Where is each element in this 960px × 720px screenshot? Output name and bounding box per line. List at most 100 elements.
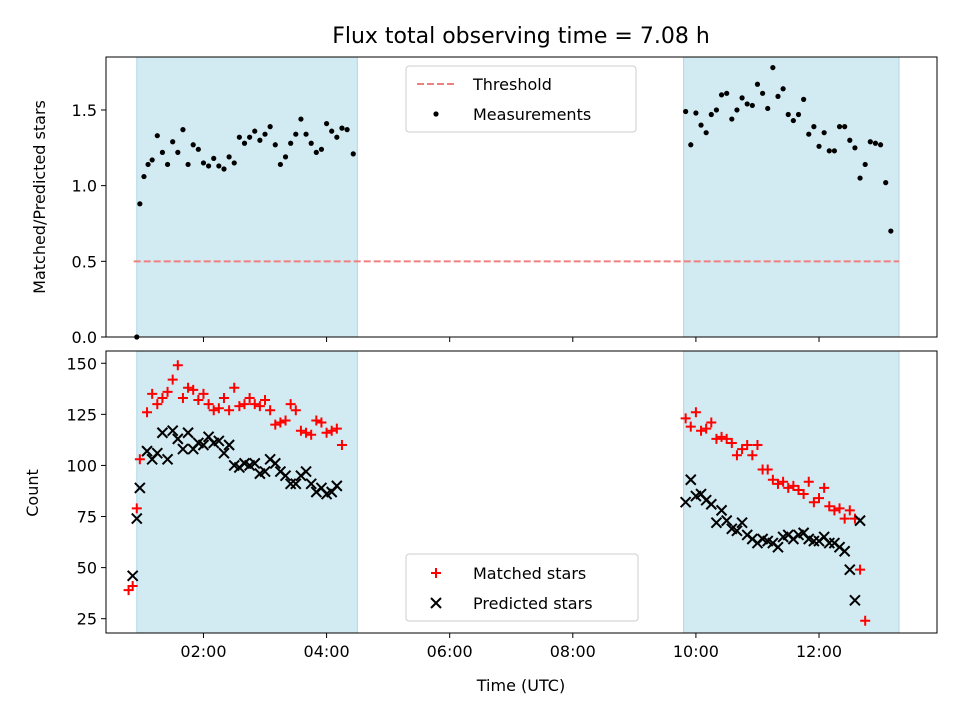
matched-star-point [747,450,758,461]
measurement-point [272,142,278,148]
top-panel: 0.0 0.5 1.0 1.5 Threshold Measurements [72,56,938,347]
measurement-point [185,161,191,168]
predicted-star-point [177,443,189,455]
predicted-star-point [854,514,866,527]
measurement-point [744,101,750,107]
matched-star-point [306,429,317,440]
shaded-interval [683,56,900,338]
matched-star-point [331,423,342,434]
measurement-point [724,90,730,96]
matched-star-point [147,388,158,399]
predicted-star-point [134,482,146,494]
measurement-point [293,131,299,137]
top-y-axis-label: Matched/Predicted stars [30,100,49,294]
measurement-point [877,142,884,148]
measurement-point [277,161,284,168]
measurement-point [334,134,340,140]
predicted-star-point [710,516,723,529]
measurement-point [857,175,863,181]
measurement-point [236,134,242,140]
x-tick-label: 04:00 [304,642,350,661]
matched-star-point [234,401,245,412]
measurement-point [339,125,345,131]
measurement-point [298,116,304,122]
measurement-point [852,145,858,151]
legend-box [405,553,639,622]
measurement-point [708,111,714,118]
legend-matched-swatch [431,568,441,578]
matched-star-point [752,440,763,450]
matched-star-point [798,489,809,500]
measurement-point [811,124,817,130]
y-tick-label: 1.5 [72,101,97,120]
measurement-point [770,64,776,71]
predicted-star-point [838,545,851,557]
legend-label: Measurements [473,105,591,124]
matched-star-point [177,393,188,403]
matched-star-point [783,482,794,493]
predicted-star-point [731,525,743,537]
matched-star-point [844,505,855,516]
measurement-point [698,122,704,128]
measurement-point [170,139,176,145]
measurement-point [211,155,217,162]
matched-star-point [311,415,322,426]
measurement-point [739,95,745,101]
predicted-star-point [705,498,718,510]
matched-star-point [316,417,327,428]
matched-star-point [249,399,260,410]
measurement-point [205,163,212,169]
y-tick-label: 0.0 [72,328,97,347]
matched-star-point [839,513,850,524]
predicted-star-point [844,563,856,576]
measurement-point [159,149,166,155]
predicted-star-point [259,465,271,478]
matched-star-point [265,405,276,416]
matched-star-point [152,399,163,410]
matched-star-point [157,393,168,403]
matched-star-point [218,393,229,403]
predicted-star-point [249,457,261,470]
measurement-point [303,131,309,137]
matched-star-point [254,401,265,412]
measurement-point [344,127,350,133]
matched-star-point [270,419,281,430]
y-tick-label: 100 [66,456,97,475]
predicted-star-point [772,541,784,553]
matched-star-point [321,427,332,438]
measurement-point [164,161,171,168]
measurement-point [257,137,263,143]
predicted-star-point [290,478,302,490]
predicted-star-point [156,427,169,439]
matched-star-point [127,581,138,591]
matched-star-point [696,425,707,436]
matched-star-point [808,497,819,508]
measurement-point [806,131,812,137]
predicted-star-point [197,439,210,451]
matched-star-point [239,399,250,410]
matched-star-point [134,454,145,465]
predicted-star-point [166,424,179,437]
legend-label: Threshold [472,75,552,94]
measurement-point [141,173,147,180]
matched-star-point [213,403,224,414]
x-tick-label: 12:00 [796,642,842,661]
matched-star-point [188,384,199,395]
matched-star-point [229,382,240,393]
measurement-point [313,149,319,155]
measurement-point [221,166,227,172]
measurement-point [149,157,155,163]
measurement-point [216,163,222,169]
predicted-star-point [213,435,225,447]
x-tick-label: 08:00 [550,642,596,661]
matched-star-point [260,395,271,406]
legend-predicted-swatch [430,597,442,609]
matched-star-point [726,437,737,448]
matched-star-point [690,407,701,418]
matched-star-point [829,505,840,516]
matched-star-point [290,405,301,416]
measurement-point [754,81,761,87]
measurement-point [180,127,186,133]
matched-star-point [208,405,219,416]
